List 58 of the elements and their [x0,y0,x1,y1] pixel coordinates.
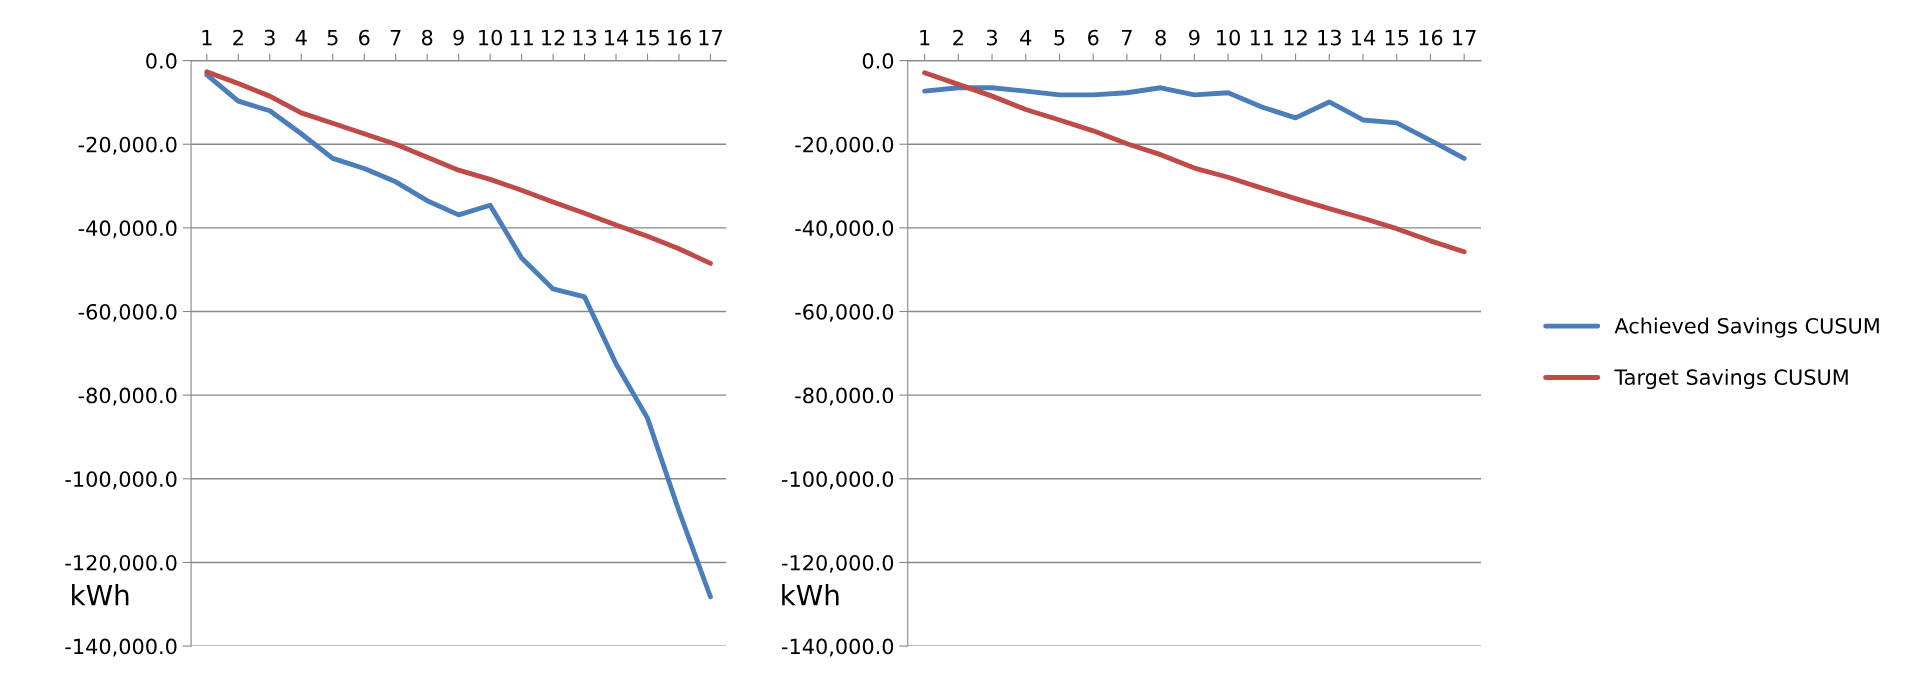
y-tick-label: -140,000.0 [65,638,177,657]
x-tick-label: 2 [953,29,963,46]
y-tick-label: -60,000.0 [795,303,894,322]
y-tick-label: -60,000.0 [78,303,177,322]
x-tick-label: 16 [1419,29,1443,46]
x-tick-label: 17 [1453,29,1476,46]
x-tick-label: 5 [327,29,338,46]
y-tick-label: -140,000.0 [782,638,894,657]
y-tick-label: -40,000.0 [795,220,894,239]
x-tick-label: 8 [421,29,433,46]
x-tick-label: 3 [264,29,275,46]
y-tick-label: -20,000.0 [795,136,894,155]
x-tick-label: 10 [479,29,502,46]
y-tick-label: -120,000.0 [65,554,177,573]
x-tick-label: 13 [573,29,597,46]
y-tick-label: -80,000.0 [795,387,894,406]
line-series [204,72,713,600]
x-tick-label: 14 [1352,29,1376,46]
y-tick-label: -100,000.0 [782,471,894,490]
y-tick-label: 0.0 [146,53,177,69]
x-tick-label: 10 [1217,29,1240,46]
x-tick-label: 16 [668,29,691,46]
y-tick-label: -120,000.0 [782,554,894,573]
line-series [922,85,1467,161]
x-tick-label: 2 [233,29,243,46]
x-tick-label: 11 [510,29,533,46]
y-tick-label: -100,000.0 [65,471,177,490]
x-tick-label: 5 [1054,29,1065,46]
x-tick-label: 1 [920,29,930,46]
x-tick-label: 9 [1189,29,1200,46]
x-tick-label: 3 [986,29,997,46]
y-tick-label: 0.0 [862,53,894,69]
x-tick-label: 8 [1155,29,1166,46]
y-axis-title: kWh [782,584,839,606]
x-tick-label: 1 [202,29,212,46]
x-tick-label: 17 [699,29,722,46]
x-tick-label: 4 [1020,29,1032,46]
x-tick-label: 15 [636,29,659,46]
y-tick-label: -20,000.0 [78,136,177,155]
line-series [922,70,1467,255]
legend-label: Target Savings CUSUM [1614,368,1848,390]
x-tick-label: 7 [390,29,401,46]
y-axis-title: kWh [72,584,129,606]
x-tick-label: 13 [1318,29,1341,46]
legend-label: Achieved Savings CUSUM [1614,317,1879,338]
x-tick-label: 12 [1284,29,1307,46]
x-tick-label: 6 [359,29,370,46]
x-tick-label: 12 [542,29,565,46]
x-tick-label: 9 [453,29,464,46]
x-tick-label: 15 [1385,29,1409,46]
x-tick-label: 7 [1122,29,1132,46]
x-tick-label: 11 [1250,29,1274,46]
x-tick-label: 4 [295,29,307,46]
y-tick-label: -40,000.0 [78,220,177,239]
y-tick-label: -80,000.0 [78,387,177,406]
x-tick-label: 6 [1088,29,1099,46]
x-tick-label: 14 [605,29,629,46]
line-series [204,69,713,266]
